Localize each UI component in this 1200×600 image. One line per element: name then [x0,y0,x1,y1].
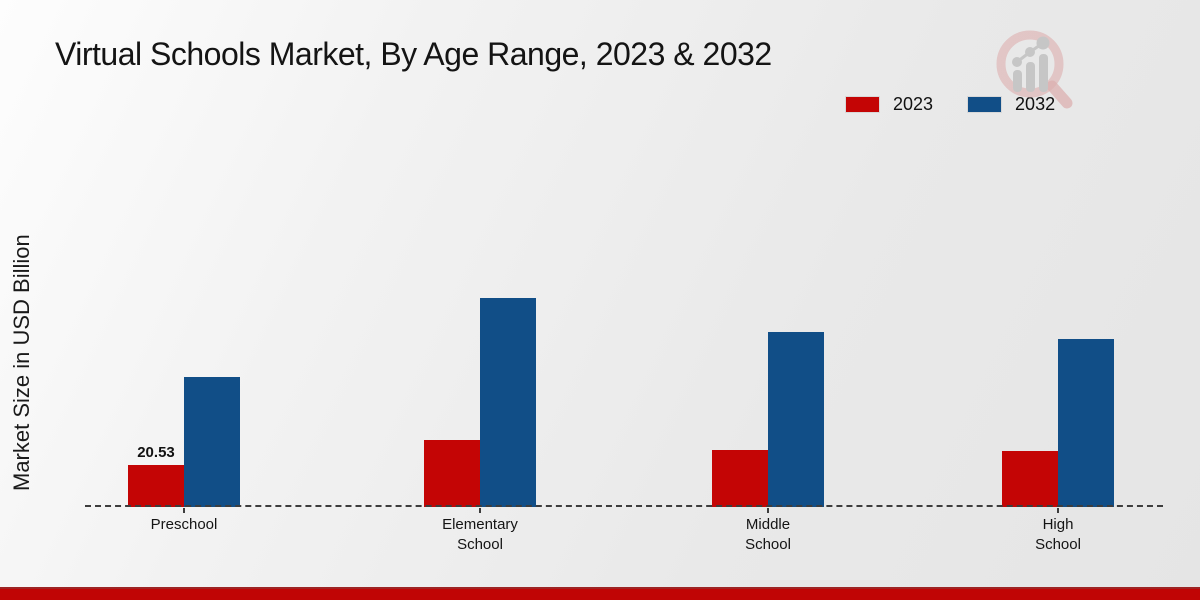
footer-accent-bar [0,587,1200,600]
bar-2023-elementary-school [424,440,480,507]
x-axis-label-high-school: High School [1035,516,1081,553]
bar-2023-preschool [128,465,184,507]
data-label-2023-preschool: 20.53 [137,444,175,461]
x-axis-tick-middle-school [767,508,769,513]
legend-swatch-2023 [845,96,880,113]
legend-swatch-2032 [967,96,1003,113]
bar-2032-preschool [184,377,240,507]
x-axis-label-middle-school: Middle School [745,516,791,553]
bar-2023-high-school [1002,451,1058,507]
bar-2023-middle-school [712,450,768,507]
bar-2032-high-school [1058,339,1114,507]
legend-item-2023: 2023 [845,94,933,115]
x-axis-tick-elementary-school [479,508,481,513]
x-axis-tick-high-school [1057,508,1059,513]
chart-title: Virtual Schools Market, By Age Range, 20… [55,36,772,72]
bar-2032-elementary-school [480,298,536,507]
x-axis-label-elementary-school: Elementary School [442,516,518,553]
legend-item-2032: 2032 [967,94,1055,115]
legend: 2023 2032 [845,94,1055,115]
legend-label-2032: 2032 [1015,94,1056,114]
x-axis-baseline [85,505,1163,507]
magnifier-growth-chart-logo [996,30,1073,109]
bar-2032-middle-school [768,332,824,507]
x-axis-tick-preschool [183,508,185,513]
legend-label-2023: 2023 [893,94,934,114]
x-axis-label-preschool: Preschool [150,516,218,533]
